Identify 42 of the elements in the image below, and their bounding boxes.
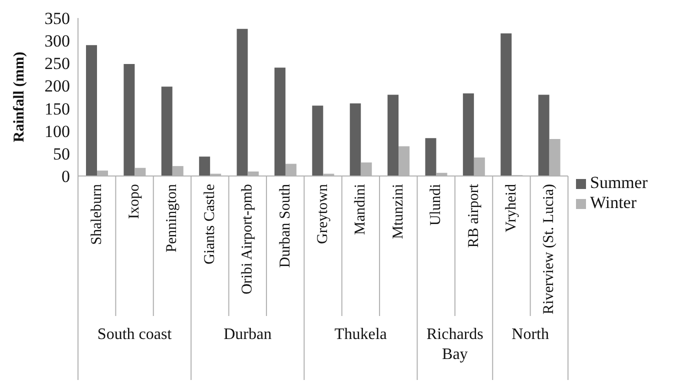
x-tick-label: RB airport [466,183,482,248]
bar [462,93,474,176]
y-tick-label: 350 [44,9,70,28]
x-tick-label: Giants Castle [202,184,218,264]
bar [274,68,286,176]
x-tick-label: Riverview (St. Lucia) [541,184,558,314]
text: Thukela [334,326,387,343]
y-tick-label: 250 [44,54,70,74]
bar [500,33,512,176]
y-tick-label: 200 [44,76,70,96]
bar [350,103,361,176]
text: North [512,326,549,343]
y-tick-label: 150 [44,99,70,118]
bar [312,106,324,176]
text: South coast [97,326,172,343]
x-tick-label: Shaleburn [88,184,105,245]
bar [124,64,135,176]
x-tick-label: Vryheid [503,184,520,232]
x-tick-label: Durban South [277,184,294,268]
x-tick-label: Oribi Airport-pmb [240,184,256,294]
text: Durban [224,326,272,343]
x-tick-label: Mtunzini [390,184,406,239]
x-tick-label: Ulundi [428,184,444,226]
x-tick-label: Greytown [315,184,331,244]
text: Richards Bay [426,326,484,363]
legend-label: Summer [590,173,648,192]
y-tick-label: 50 [53,144,70,164]
y-tick-label: 0 [62,167,70,186]
bar [388,94,399,176]
bar [425,138,436,176]
legend-label: Winter [590,193,637,212]
bar [199,156,210,176]
bar [86,45,97,176]
y-tick-label: 100 [44,122,70,141]
bar [236,28,248,176]
x-tick-label: Pennington [164,184,180,252]
y-axis-title: Rainfall (mm) [11,52,28,142]
y-tick-label: 300 [44,32,70,51]
x-tick-label: Ixopo [126,184,143,219]
bar [161,86,172,176]
x-tick-label: Mandini [352,184,369,235]
bar [538,94,550,176]
